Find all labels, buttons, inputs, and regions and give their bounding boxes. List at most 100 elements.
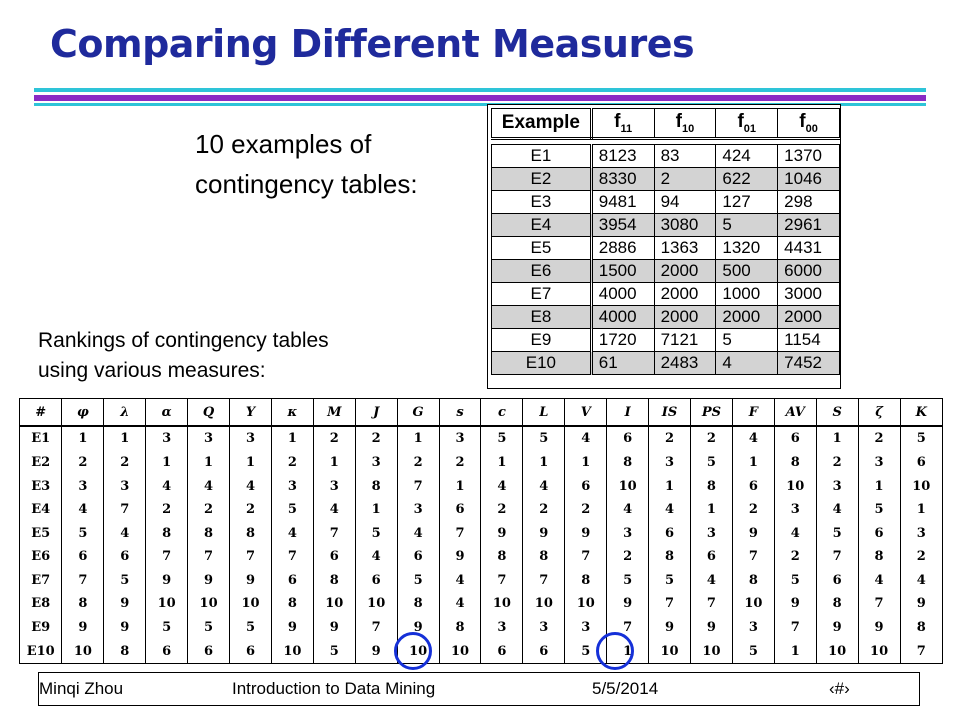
rankings-cell: 10 xyxy=(522,592,566,616)
rankings-row: E9 9 9 5 5 5 9 9 7 9 8 3 3 3 7 9 9 3 7 9 9 8 xyxy=(20,615,942,640)
rankings-cell: 8 xyxy=(774,450,817,475)
rankings-cell: 1 xyxy=(774,639,817,663)
rankings-cell: 6 xyxy=(397,544,440,569)
rankings-row: E7 7 5 9 9 9 6 8 6 5 4 7 7 8 5 5 4 8 5 6 4 4 xyxy=(20,568,942,593)
rankings-cell: 3 xyxy=(732,615,775,640)
rankings-cell: 10 xyxy=(648,639,691,663)
footer-date: 5/5/2014 xyxy=(592,679,659,698)
rankings-cell: 3 xyxy=(61,474,105,498)
rankings-header-cell: IS xyxy=(648,399,691,427)
rankings-cell: 4 xyxy=(61,497,105,522)
contingency-row: E3 9481 94 127 298 xyxy=(491,190,840,214)
rankings-cell: 2 xyxy=(648,426,691,451)
rankings-cell: 8 xyxy=(61,592,105,616)
contingency-row: E7 4000 2000 1000 3000 xyxy=(491,282,840,306)
rankings-cell: 3 xyxy=(103,474,147,498)
contingency-cell: E10 xyxy=(491,351,593,375)
rankings-cell: 4 xyxy=(103,521,147,545)
rankings-cell: 4 xyxy=(648,497,691,522)
rankings-header-cell: V xyxy=(564,399,608,427)
rankings-cell: 5 xyxy=(522,426,566,451)
contingency-cell: 127 xyxy=(715,190,779,214)
rankings-cell: 9 xyxy=(187,568,231,593)
rankings-cell: 2 xyxy=(271,450,314,475)
rankings-cell: 10 xyxy=(145,592,189,616)
contingency-cell: 4 xyxy=(715,351,779,375)
rankings-cell: 4 xyxy=(187,474,231,498)
rankings-cell: 8 xyxy=(480,544,524,569)
contingency-cell: 1000 xyxy=(715,282,779,306)
rankings-cell: 4 xyxy=(732,426,775,451)
contingency-cell: 2483 xyxy=(653,351,717,375)
contingency-row: E6 1500 2000 500 6000 xyxy=(491,259,840,283)
rankings-cell: 8 xyxy=(648,544,691,569)
rankings-cell: 8 xyxy=(816,592,859,616)
rankings-cell: E3 xyxy=(20,474,63,498)
rankings-cell: 10 xyxy=(690,639,733,663)
title-rule-top xyxy=(34,88,926,92)
rankings-cell: 7 xyxy=(522,568,566,593)
rankings-cell: 4 xyxy=(313,497,356,522)
rankings-cell: 8 xyxy=(355,474,398,498)
contingency-cell: 6000 xyxy=(777,259,840,283)
contingency-cell: 2000 xyxy=(777,305,840,329)
rankings-cell: 3 xyxy=(229,426,272,451)
rankings-cell: 9 xyxy=(103,592,147,616)
rankings-row: E8 8 9 10 10 10 8 10 10 8 4 10 10 10 9 7 7 10 9 8 7 9 xyxy=(20,592,942,616)
contingency-header-cell: f10 xyxy=(653,108,717,140)
rankings-cell: 5 xyxy=(229,615,272,640)
rankings-cell: 10 xyxy=(187,592,231,616)
rankings-cell: 4 xyxy=(271,521,314,545)
rankings-cell: 4 xyxy=(397,521,440,545)
rankings-cell: 4 xyxy=(606,497,650,522)
rankings-cell: 4 xyxy=(480,474,524,498)
rankings-cell: 2 xyxy=(103,450,147,475)
rankings-cell: 3 xyxy=(858,450,901,475)
rankings-cell: 1 xyxy=(439,474,482,498)
rankings-cell: 10 xyxy=(355,592,398,616)
highlight-circle-i-e10 xyxy=(596,632,634,670)
rankings-cell: 6 xyxy=(522,639,566,663)
contingency-cell: 5 xyxy=(715,328,779,352)
rankings-cell: 7 xyxy=(916,643,926,659)
examples-caption: 10 examples of contingency tables: xyxy=(195,124,418,204)
contingency-cell: 83 xyxy=(653,144,717,168)
rankings-cell: 2 xyxy=(187,497,231,522)
rankings-cell: 4 xyxy=(229,474,272,498)
contingency-cell: E1 xyxy=(491,144,593,168)
contingency-cell: 1363 xyxy=(653,236,717,260)
rankings-row: E10 10 8 6 6 6 10 5 9 10 10 6 6 5 1 10 10 5 1 10 10 7 xyxy=(20,639,942,663)
rankings-cell: 1 xyxy=(103,426,147,451)
rankings-cell: 7 xyxy=(774,615,817,640)
rankings-cell: 5 xyxy=(732,639,775,663)
rankings-cell: 3 xyxy=(271,474,314,498)
rankings-cell: 4 xyxy=(522,474,566,498)
footer-course: Introduction to Data Mining xyxy=(232,679,436,698)
rankings-cell: 2 xyxy=(522,497,566,522)
rankings-caption-line1: Rankings of contingency tables xyxy=(38,329,329,352)
contingency-header-cell: f11 xyxy=(590,108,655,140)
rankings-cell: 9 xyxy=(858,615,901,640)
rankings-cell: 3 xyxy=(648,450,691,475)
rankings-cell: 9 xyxy=(145,568,189,593)
contingency-cell: 8123 xyxy=(590,144,655,168)
rankings-cell: 2 xyxy=(480,497,524,522)
rankings-cell: 9 xyxy=(816,615,859,640)
rankings-cell: 1 xyxy=(690,497,733,522)
contingency-cell: 500 xyxy=(715,259,779,283)
rankings-cell: 2 xyxy=(916,549,926,565)
contingency-row: E4 3954 3080 5 2961 xyxy=(491,213,840,237)
rankings-row: E1 1 1 3 3 3 1 2 2 1 3 5 5 4 6 2 2 4 6 1 2 5 xyxy=(20,426,942,451)
rankings-cell: 7 xyxy=(313,521,356,545)
rankings-header-cell: K xyxy=(900,399,942,427)
rankings-cell: 9 xyxy=(480,521,524,545)
contingency-row: E10 61 2483 4 7452 xyxy=(491,351,840,375)
contingency-cell: 61 xyxy=(590,351,655,375)
contingency-cell: 2000 xyxy=(653,282,717,306)
rankings-cell: 9 xyxy=(522,521,566,545)
rankings-cell: 8 xyxy=(690,474,733,498)
rankings-cell: 1 xyxy=(648,474,691,498)
rankings-cell: 5 xyxy=(61,521,105,545)
contingency-cell: 1320 xyxy=(715,236,779,260)
